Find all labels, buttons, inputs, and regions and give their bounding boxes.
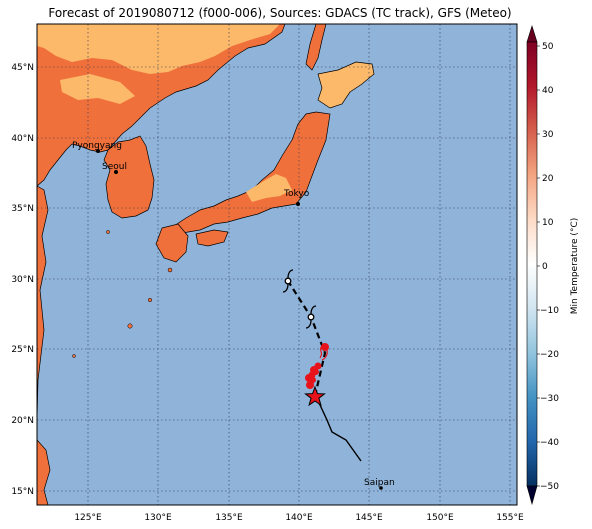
forecast-ensemble-cluster: [305, 343, 329, 389]
colorbar-tick: 0: [542, 262, 548, 272]
shikoku: [195, 229, 229, 247]
colorbar-tick: 40: [542, 86, 554, 96]
graticule: [37, 24, 517, 505]
longitude-ticks: 125°E 130°E 135°E 140°E 145°E 150°E 155°…: [74, 513, 524, 523]
city-label-saipan: Saipan: [364, 478, 395, 488]
lon-tick: 125°E: [74, 513, 102, 523]
lat-tick: 20°N: [11, 416, 34, 426]
colorbar-body: [526, 41, 538, 487]
mainland-asia: [37, 24, 286, 187]
mainland-warm-patch: [37, 24, 280, 74]
map-title: Forecast of 2019080712 (f000-006), Sourc…: [48, 6, 512, 20]
forecast-track-line: [287, 280, 327, 397]
current-position-star-icon: [304, 385, 326, 407]
city-label-seoul: Seoul: [102, 162, 127, 172]
hokkaido: [317, 61, 375, 109]
lon-tick: 155°E: [496, 513, 524, 523]
colorbar: 50 40 30 20 10 0 −10 −20 −30 −40 −50 Min…: [526, 24, 580, 506]
map-frame: [36, 23, 518, 506]
lon-tick: 150°E: [426, 513, 454, 523]
lon-tick: 130°E: [144, 513, 172, 523]
island: [106, 230, 110, 234]
island: [127, 323, 133, 329]
philippines: [37, 439, 51, 505]
city-dot: [296, 202, 300, 206]
lon-tick: 140°E: [285, 513, 313, 523]
city-dot: [114, 170, 118, 174]
mainland-warm-patch-2: [60, 74, 135, 104]
colorbar-tick: −20: [540, 350, 559, 360]
city-markers: Pyongyang Seoul Tokyo Saipan: [72, 141, 395, 488]
colorbar-tick: −40: [540, 438, 559, 448]
cyclone-symbol-icon: [305, 305, 317, 329]
land-masses: [37, 24, 383, 505]
island: [147, 297, 153, 303]
city-label-pyongyang: Pyongyang: [72, 141, 122, 151]
city-dot: [96, 149, 100, 153]
colorbar-tick: 10: [542, 218, 554, 228]
colorbar-tick: −50: [540, 482, 559, 492]
sakhalin: [305, 24, 327, 71]
colorbar-tick: −10: [540, 306, 559, 316]
colorbar-tick: 50: [542, 42, 554, 52]
colorbar-tick: 20: [542, 174, 554, 184]
colorbar-bottom-arrow: [526, 485, 538, 506]
kyushu: [155, 223, 189, 263]
colorbar-tick: 30: [542, 130, 554, 140]
lat-tick: 35°N: [11, 204, 34, 214]
lon-tick: 145°E: [355, 513, 383, 523]
island: [379, 486, 383, 490]
lat-tick: 25°N: [11, 345, 34, 355]
typhoon-track: [282, 269, 362, 462]
lat-tick: 45°N: [11, 63, 34, 73]
island: [167, 267, 173, 273]
colorbar-title: Min Temperature (°C): [570, 218, 580, 315]
cyclone-symbol-icon: [282, 269, 294, 293]
lat-tick: 15°N: [11, 487, 34, 497]
latitude-ticks: 15°N 20°N 25°N 30°N 35°N 40°N 45°N: [11, 63, 34, 497]
honshu-warm-patch: [246, 174, 292, 202]
lat-tick: 40°N: [11, 134, 34, 144]
island: [72, 354, 76, 358]
lon-tick: 135°E: [215, 513, 243, 523]
colorbar-top-arrow: [526, 24, 538, 43]
lat-tick: 30°N: [11, 275, 34, 285]
city-label-tokyo: Tokyo: [283, 189, 310, 199]
colorbar-tick: −30: [540, 394, 559, 404]
korea: [103, 135, 155, 219]
